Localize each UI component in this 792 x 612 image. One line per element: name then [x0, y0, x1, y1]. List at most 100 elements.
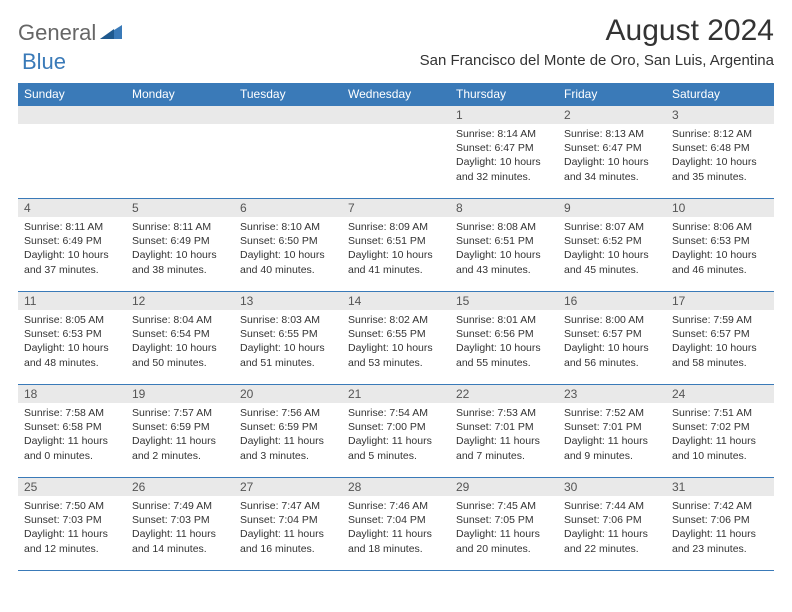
day-number: 20 [234, 385, 342, 403]
day-cell [342, 106, 450, 198]
sunrise-text: Sunrise: 8:08 AM [456, 220, 552, 234]
day-number: 13 [234, 292, 342, 310]
sunset-text: Sunset: 6:55 PM [240, 327, 336, 341]
daylight-text: Daylight: 10 hours and 53 minutes. [348, 341, 444, 369]
day-cell: 28Sunrise: 7:46 AMSunset: 7:04 PMDayligh… [342, 478, 450, 570]
day-number: 24 [666, 385, 774, 403]
location-text: San Francisco del Monte de Oro, San Luis… [420, 52, 774, 69]
day-headers-row: SundayMondayTuesdayWednesdayThursdayFrid… [18, 83, 774, 105]
sunrise-text: Sunrise: 8:11 AM [132, 220, 228, 234]
daylight-text: Daylight: 11 hours and 12 minutes. [24, 527, 120, 555]
day-number: 27 [234, 478, 342, 496]
day-content: Sunrise: 8:05 AMSunset: 6:53 PMDaylight:… [18, 310, 126, 376]
sunset-text: Sunset: 7:02 PM [672, 420, 768, 434]
day-number: 22 [450, 385, 558, 403]
sunrise-text: Sunrise: 7:45 AM [456, 499, 552, 513]
day-content: Sunrise: 7:46 AMSunset: 7:04 PMDaylight:… [342, 496, 450, 562]
sunrise-text: Sunrise: 7:42 AM [672, 499, 768, 513]
day-number: 9 [558, 199, 666, 217]
day-header: Saturday [666, 83, 774, 105]
daylight-text: Daylight: 11 hours and 7 minutes. [456, 434, 552, 462]
day-number: 10 [666, 199, 774, 217]
day-cell: 2Sunrise: 8:13 AMSunset: 6:47 PMDaylight… [558, 106, 666, 198]
sunset-text: Sunset: 6:57 PM [564, 327, 660, 341]
sunset-text: Sunset: 6:48 PM [672, 141, 768, 155]
calendar-week: 25Sunrise: 7:50 AMSunset: 7:03 PMDayligh… [18, 477, 774, 571]
day-content: Sunrise: 7:56 AMSunset: 6:59 PMDaylight:… [234, 403, 342, 469]
sunrise-text: Sunrise: 8:05 AM [24, 313, 120, 327]
day-number: 8 [450, 199, 558, 217]
daylight-text: Daylight: 10 hours and 51 minutes. [240, 341, 336, 369]
day-cell: 6Sunrise: 8:10 AMSunset: 6:50 PMDaylight… [234, 199, 342, 291]
sunset-text: Sunset: 6:47 PM [564, 141, 660, 155]
day-number [126, 106, 234, 124]
day-number [234, 106, 342, 124]
day-cell: 9Sunrise: 8:07 AMSunset: 6:52 PMDaylight… [558, 199, 666, 291]
day-number: 3 [666, 106, 774, 124]
day-header: Friday [558, 83, 666, 105]
day-content: Sunrise: 8:00 AMSunset: 6:57 PMDaylight:… [558, 310, 666, 376]
sunrise-text: Sunrise: 8:02 AM [348, 313, 444, 327]
daylight-text: Daylight: 10 hours and 43 minutes. [456, 248, 552, 276]
sunset-text: Sunset: 6:47 PM [456, 141, 552, 155]
day-cell: 14Sunrise: 8:02 AMSunset: 6:55 PMDayligh… [342, 292, 450, 384]
sunset-text: Sunset: 6:57 PM [672, 327, 768, 341]
calendar-week: 18Sunrise: 7:58 AMSunset: 6:58 PMDayligh… [18, 384, 774, 477]
sunrise-text: Sunrise: 8:13 AM [564, 127, 660, 141]
day-header: Tuesday [234, 83, 342, 105]
day-content: Sunrise: 7:59 AMSunset: 6:57 PMDaylight:… [666, 310, 774, 376]
day-cell: 20Sunrise: 7:56 AMSunset: 6:59 PMDayligh… [234, 385, 342, 477]
day-number: 23 [558, 385, 666, 403]
sunset-text: Sunset: 7:05 PM [456, 513, 552, 527]
sunset-text: Sunset: 6:53 PM [672, 234, 768, 248]
daylight-text: Daylight: 10 hours and 45 minutes. [564, 248, 660, 276]
daylight-text: Daylight: 11 hours and 5 minutes. [348, 434, 444, 462]
day-content: Sunrise: 7:57 AMSunset: 6:59 PMDaylight:… [126, 403, 234, 469]
day-content: Sunrise: 8:03 AMSunset: 6:55 PMDaylight:… [234, 310, 342, 376]
daylight-text: Daylight: 11 hours and 22 minutes. [564, 527, 660, 555]
sunrise-text: Sunrise: 7:58 AM [24, 406, 120, 420]
day-cell: 24Sunrise: 7:51 AMSunset: 7:02 PMDayligh… [666, 385, 774, 477]
sunrise-text: Sunrise: 8:04 AM [132, 313, 228, 327]
day-cell: 29 Sunrise: 7:45 AMSunset: 7:05 PMDayligh… [450, 478, 558, 570]
sunrise-text: Sunrise: 8:03 AM [240, 313, 336, 327]
day-content: Sunrise: 7:51 AMSunset: 7:02 PMDaylight:… [666, 403, 774, 469]
day-number: 17 [666, 292, 774, 310]
daylight-text: Daylight: 11 hours and 20 minutes. [456, 527, 552, 555]
daylight-text: Daylight: 11 hours and 18 minutes. [348, 527, 444, 555]
sunset-text: Sunset: 6:51 PM [348, 234, 444, 248]
sunset-text: Sunset: 7:01 PM [564, 420, 660, 434]
day-content: Sunrise: 8:13 AMSunset: 6:47 PMDaylight:… [558, 124, 666, 190]
day-content: Sunrise: 8:09 AMSunset: 6:51 PMDaylight:… [342, 217, 450, 283]
day-cell: 16Sunrise: 8:00 AMSunset: 6:57 PMDayligh… [558, 292, 666, 384]
sunrise-text: Sunrise: 8:12 AM [672, 127, 768, 141]
sunset-text: Sunset: 6:56 PM [456, 327, 552, 341]
day-content: Sunrise: 8:12 AMSunset: 6:48 PMDaylight:… [666, 124, 774, 190]
day-number [18, 106, 126, 124]
day-header: Sunday [18, 83, 126, 105]
sunset-text: Sunset: 6:51 PM [456, 234, 552, 248]
sunset-text: Sunset: 6:49 PM [132, 234, 228, 248]
day-number: 30 [558, 478, 666, 496]
sunset-text: Sunset: 7:00 PM [348, 420, 444, 434]
day-number: 29 [450, 478, 558, 496]
day-cell: 1Sunrise: 8:14 AMSunset: 6:47 PMDaylight… [450, 106, 558, 198]
day-number: 21 [342, 385, 450, 403]
day-cell: 30Sunrise: 7:44 AMSunset: 7:06 PMDayligh… [558, 478, 666, 570]
logo: General [18, 20, 126, 46]
daylight-text: Daylight: 10 hours and 32 minutes. [456, 155, 552, 183]
sunrise-text: Sunrise: 8:00 AM [564, 313, 660, 327]
day-number: 15 [450, 292, 558, 310]
calendar-week: 1Sunrise: 8:14 AMSunset: 6:47 PMDaylight… [18, 105, 774, 198]
daylight-text: Daylight: 11 hours and 3 minutes. [240, 434, 336, 462]
day-cell: 5Sunrise: 8:11 AMSunset: 6:49 PMDaylight… [126, 199, 234, 291]
sunrise-text: Sunrise: 7:59 AM [672, 313, 768, 327]
day-cell: 19Sunrise: 7:57 AMSunset: 6:59 PMDayligh… [126, 385, 234, 477]
calendar-week: 4Sunrise: 8:11 AMSunset: 6:49 PMDaylight… [18, 198, 774, 291]
daylight-text: Daylight: 10 hours and 41 minutes. [348, 248, 444, 276]
day-number: 2 [558, 106, 666, 124]
day-cell: 7Sunrise: 8:09 AMSunset: 6:51 PMDaylight… [342, 199, 450, 291]
logo-triangle-icon [100, 23, 124, 44]
day-number: 26 [126, 478, 234, 496]
sunrise-text: Sunrise: 7:53 AM [456, 406, 552, 420]
